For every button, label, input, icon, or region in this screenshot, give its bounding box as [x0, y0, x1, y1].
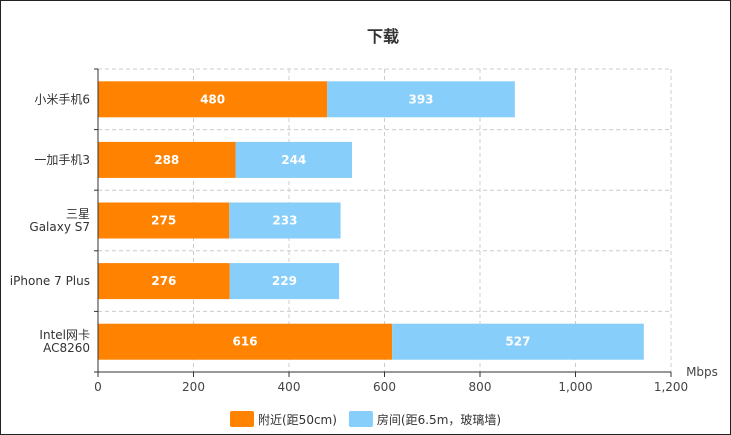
- category-label: Intel网卡: [39, 328, 90, 342]
- chart-title: 下载: [367, 27, 399, 46]
- data-label: 276: [151, 274, 176, 288]
- category-label: iPhone 7 Plus: [10, 274, 90, 288]
- bar-segment: [235, 141, 353, 178]
- bar-segment: [229, 263, 340, 300]
- category-label: AC8260: [43, 341, 90, 355]
- bar-segment: [98, 81, 328, 118]
- data-label: 229: [272, 274, 297, 288]
- x-tick-label: 0: [94, 380, 102, 394]
- category-label: 小米手机6: [34, 92, 90, 106]
- data-label: 275: [151, 214, 176, 228]
- x-axis-label: Mbps: [686, 365, 718, 379]
- x-tick-label: 600: [373, 380, 396, 394]
- category-label: 一加手机3: [34, 153, 90, 167]
- bar-segment: [98, 263, 230, 300]
- x-tick-label: 400: [278, 380, 301, 394]
- data-label: 616: [233, 335, 258, 349]
- category-label: 三星: [66, 207, 90, 221]
- x-tick-label: 1,200: [654, 380, 688, 394]
- x-tick-label: 800: [469, 380, 492, 394]
- x-tick-label: 1,000: [558, 380, 592, 394]
- legend-swatch: [230, 411, 254, 427]
- bar-segment: [327, 81, 515, 118]
- data-label: 288: [154, 153, 179, 167]
- data-label: 480: [200, 92, 225, 106]
- legend-swatch: [348, 411, 373, 427]
- bar-segment: [229, 202, 341, 239]
- bar-segment: [98, 323, 393, 360]
- data-label: 233: [272, 214, 297, 228]
- data-label: 527: [505, 335, 530, 349]
- bar-segment: [98, 202, 230, 239]
- legend-label: 附近(距50cm): [258, 413, 337, 427]
- data-label: 393: [408, 92, 433, 106]
- bar-segment: [98, 141, 236, 178]
- category-label: Galaxy S7: [29, 220, 90, 234]
- x-tick-label: 200: [182, 380, 205, 394]
- data-label: 244: [281, 153, 306, 167]
- bar-segment: [392, 323, 644, 360]
- legend-label: 房间(距6.5m，玻璃墙): [377, 412, 501, 427]
